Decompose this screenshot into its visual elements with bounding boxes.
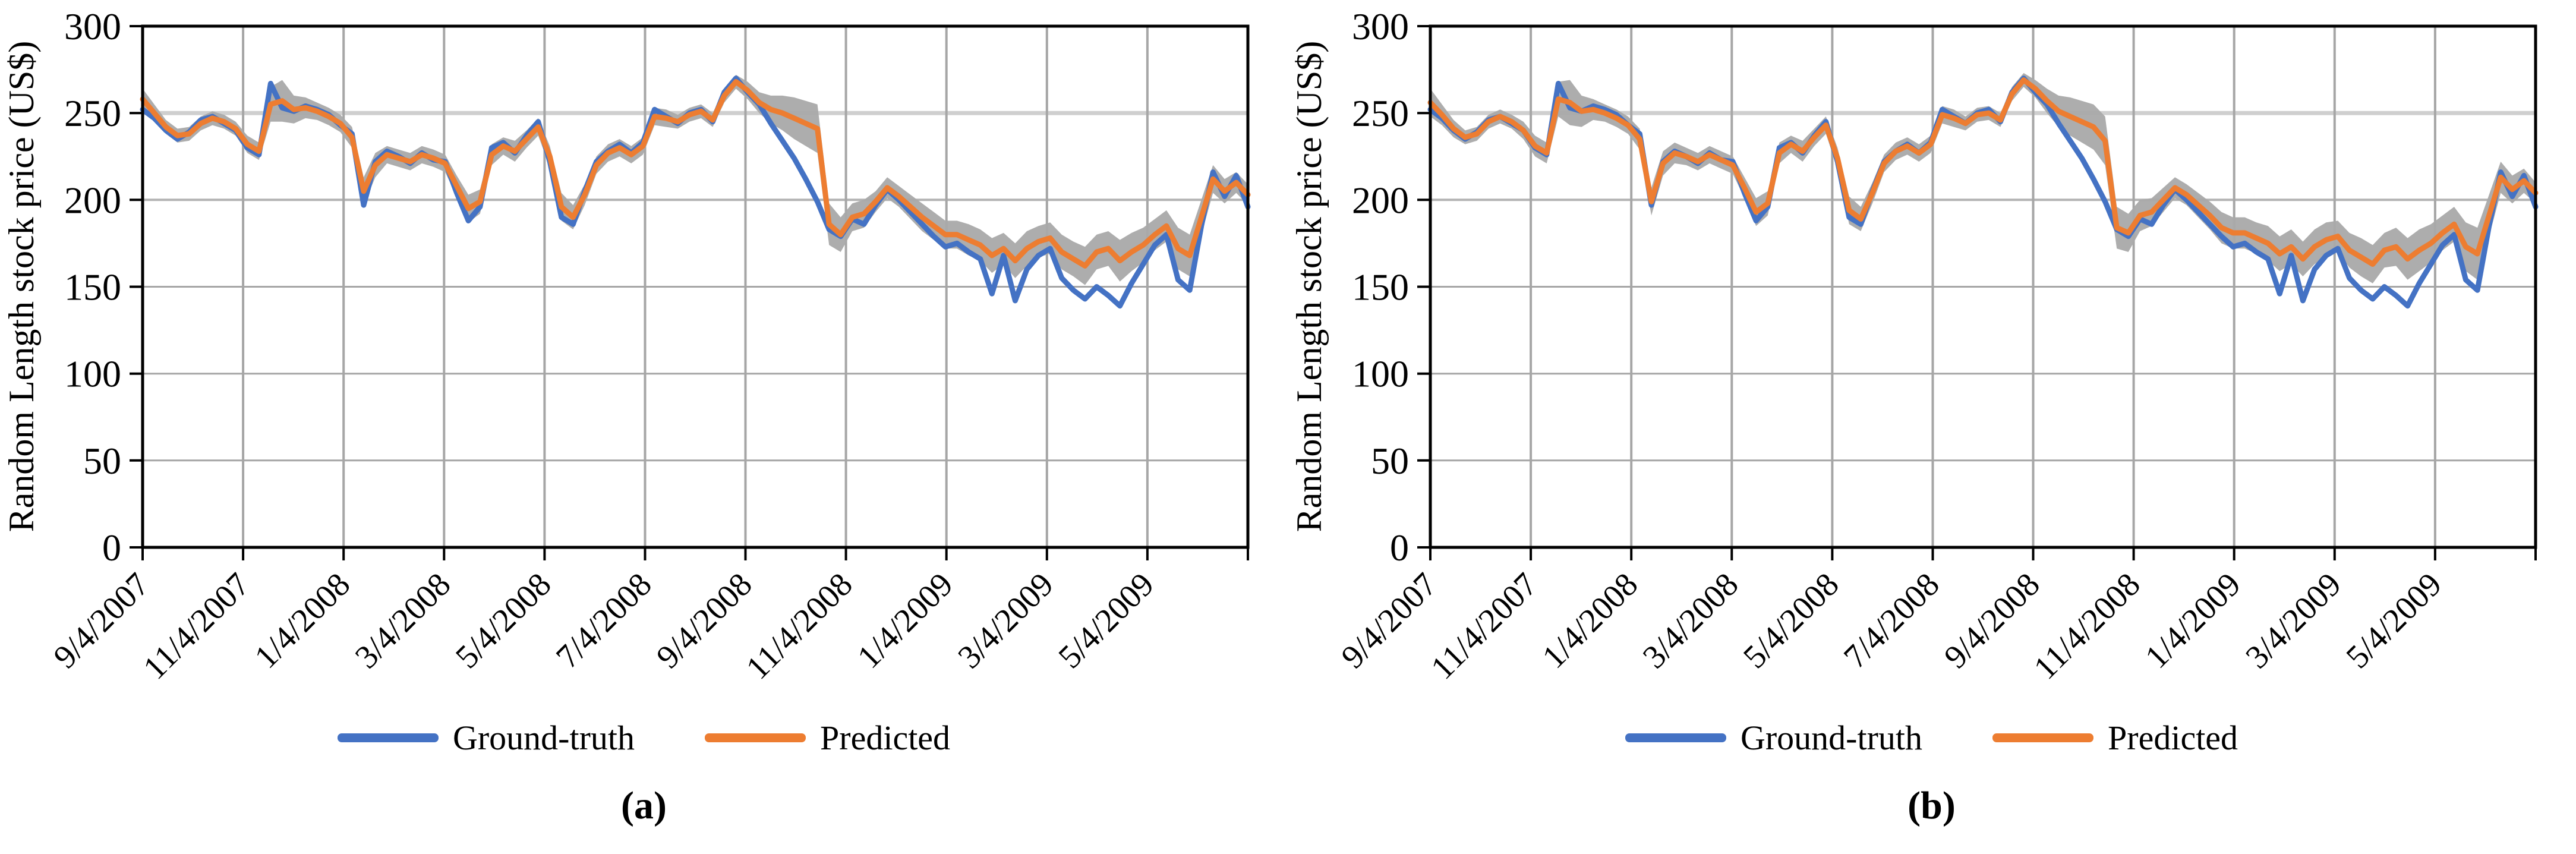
y-tick-label-50: 50	[83, 440, 121, 482]
y-tick-label-250: 250	[64, 92, 121, 134]
series-predicted	[1427, 77, 2539, 267]
legend-swatch-ground-truth-icon	[337, 733, 439, 742]
y-tick-label-300: 300	[1352, 5, 1409, 48]
legend-swatch-predicted-icon	[1992, 733, 2094, 742]
legend: Ground-truth Predicted	[0, 718, 1288, 758]
chart-a-svg: Random Length stock price (US$) 0 50 100 15…	[2, 5, 1251, 686]
uncertainty-band	[143, 74, 1248, 285]
x-tick-label-9: 3/4/2009	[2238, 566, 2348, 676]
legend-swatch-predicted-icon	[705, 733, 806, 742]
x-tick-label-7: 11/4/2008	[2027, 566, 2148, 686]
legend-label-ground-truth: Ground-truth	[1740, 719, 1923, 757]
x-tick-label-9: 3/4/2009	[951, 566, 1061, 676]
y-tick-label-0: 0	[102, 527, 121, 569]
caption-b: (b)	[1907, 784, 1956, 827]
x-tick-label-3: 3/4/2008	[348, 566, 458, 676]
y-tick-label-150: 150	[1352, 266, 1409, 308]
x-tick-label-5: 7/4/2008	[1837, 566, 1947, 676]
x-tick-label-10: 5/4/2009	[2339, 566, 2449, 676]
chart-b-svg: Random Length stock price (US$) 0 50 100 15…	[1289, 5, 2539, 686]
x-tick-label-2: 1/4/2008	[248, 566, 358, 676]
chart-panel-b: Random Length stock price (US$) 0 50 100 15…	[1288, 0, 2575, 854]
y-tick-label-150: 150	[64, 266, 121, 308]
x-tick-label-1: 11/4/2007	[1424, 566, 1544, 686]
legend: Ground-truth Predicted	[1288, 718, 2575, 758]
y-tick-label-250: 250	[1352, 92, 1409, 134]
caption-a: (a)	[621, 784, 667, 827]
x-tick-label-7: 11/4/2008	[739, 566, 860, 686]
plot-area: 0501001502002503009/4/200711/4/20071/4/2…	[1335, 5, 2539, 686]
x-tick-label-8: 1/4/2009	[850, 566, 960, 676]
uncertainty-band	[1430, 73, 2536, 283]
x-tick-label-4: 5/4/2008	[1736, 566, 1846, 676]
legend-swatch-ground-truth-icon	[1625, 733, 1726, 742]
y-tick-label-50: 50	[1371, 440, 1409, 482]
legend-label-predicted: Predicted	[2108, 719, 2238, 757]
y-tick-label-0: 0	[1390, 527, 1409, 569]
legend-label-predicted: Predicted	[820, 719, 951, 757]
x-tick-label-2: 1/4/2008	[1535, 566, 1645, 676]
y-tick-label-300: 300	[64, 5, 121, 48]
x-tick-label-4: 5/4/2008	[449, 566, 559, 676]
y-axis-title: Random Length stock price (US$)	[1289, 41, 1329, 532]
plot-area: 0501001502002503009/4/200711/4/20071/4/2…	[47, 5, 1251, 686]
x-tick-label-8: 1/4/2009	[2138, 566, 2248, 676]
series-predicted	[140, 79, 1251, 269]
y-tick-label-100: 100	[1352, 353, 1409, 395]
x-tick-label-1: 11/4/2007	[136, 566, 257, 686]
x-tick-label-5: 7/4/2008	[549, 566, 659, 676]
legend-label-ground-truth: Ground-truth	[452, 719, 635, 757]
x-tick-label-10: 5/4/2009	[1051, 566, 1161, 676]
x-tick-label-3: 3/4/2008	[1636, 566, 1746, 676]
y-tick-label-100: 100	[64, 353, 121, 395]
y-tick-label-200: 200	[1352, 179, 1409, 221]
chart-panel-a: Random Length stock price (US$) 0 50 100 15…	[0, 5, 1288, 827]
y-axis-title: Random Length stock price (US$)	[2, 41, 41, 532]
y-tick-label-200: 200	[64, 179, 121, 221]
